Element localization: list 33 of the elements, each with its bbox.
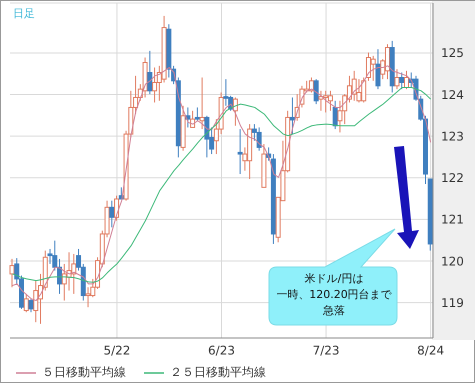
annotation: 急落 [322,303,346,319]
candlestick [147,50,152,95]
candlestick [290,96,295,135]
y-tick-label: 124 [441,88,464,102]
y-tick-label: 122 [441,171,464,186]
y-tick-label: 120 [441,254,464,268]
annotation: 日足 [13,6,35,21]
annotation: 一時、120.20円台まで [275,287,393,303]
candlestick [332,100,338,130]
candlestick [194,106,200,122]
candlestick [232,96,238,126]
candlestick [200,76,205,130]
candlestick [190,110,196,128]
x-tick-label: 5/22 [103,344,130,358]
candlestick [109,200,114,228]
candlestick [28,298,34,313]
candlestick [24,293,29,313]
legend-label: ２５日移動平均線 [170,364,266,381]
candlestick [314,78,319,105]
legend-label: ５日移動平均線 [42,364,126,381]
y-tick-label: 119 [441,296,464,310]
y-tick-label: 121 [441,212,464,227]
candlestick [399,72,404,90]
y-tick-label: 125 [441,46,464,60]
annotation: 米ドル/円は [304,271,364,287]
x-tick-label: 7/23 [312,344,340,358]
x-tick-label: 6/23 [208,344,235,358]
x-tick-label: 8/24 [417,344,444,358]
candlestick [394,68,400,90]
y-tick-label: 123 [441,129,464,144]
candlestick [375,48,380,90]
candlestick [10,258,14,288]
candlestick [238,128,243,175]
